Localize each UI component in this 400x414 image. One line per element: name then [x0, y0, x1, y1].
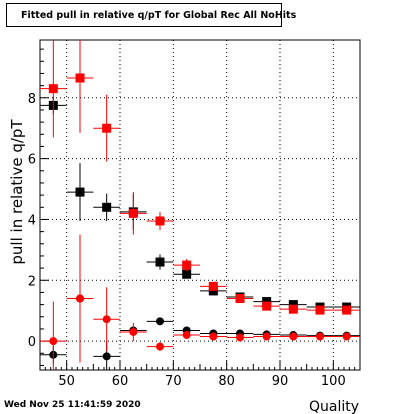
data-point-square [315, 305, 325, 315]
data-point-square [342, 305, 352, 315]
data-point-square [102, 123, 112, 133]
data-point-square [102, 202, 112, 212]
data-point-circle [342, 332, 351, 341]
data-point-square [75, 73, 85, 83]
x-tick-label: 70 [165, 374, 182, 389]
data-point-square [288, 300, 298, 310]
timestamp: Wed Nov 25 11:41:59 2020 [4, 400, 141, 410]
x-tick-label: 100 [321, 374, 346, 389]
data-point-circle [102, 352, 111, 361]
data-point-square [128, 208, 138, 218]
data-point-square [75, 187, 85, 197]
data-point-circle [102, 315, 111, 324]
data-point-square [155, 216, 165, 226]
data-layer [40, 40, 360, 370]
data-point-square [182, 269, 192, 279]
x-tick-label: 80 [218, 374, 235, 389]
data-point-circle [156, 317, 164, 326]
data-point-circle [156, 342, 164, 351]
y-tick-label: 2 [28, 274, 36, 289]
data-point-circle [236, 333, 244, 342]
y-tick-label: 8 [28, 92, 36, 107]
data-point-circle [182, 331, 191, 340]
data-point-circle [209, 332, 218, 341]
y-tick-label: 6 [28, 153, 36, 168]
data-point-circle [129, 327, 138, 336]
data-point-square [288, 304, 298, 314]
y-tick-label: 4 [28, 213, 36, 228]
data-point-square [262, 297, 272, 307]
data-point-circle [76, 294, 84, 303]
data-point-circle [262, 332, 271, 341]
data-point-square [48, 84, 58, 94]
data-point-square [262, 301, 272, 311]
axes: 50 60 70 80 90 100 0 2 4 6 8 [28, 48, 361, 389]
chart-title-text: Fitted pull in relative q/pT for Global … [21, 9, 297, 21]
data-point-circle [289, 332, 298, 341]
x-tick-label: 60 [112, 374, 129, 389]
y-tick-label: 0 [28, 335, 36, 350]
chart-title: Fitted pull in relative q/pT for Global … [6, 3, 296, 27]
plot-frame [39, 39, 361, 371]
x-tick-label: 50 [58, 374, 75, 389]
data-point-circle [316, 332, 324, 341]
x-tick-label: 90 [272, 374, 289, 389]
y-axis-label: pull in relative q/pT [8, 119, 26, 265]
x-axis-label: Quality [309, 399, 359, 414]
data-point-square [155, 257, 165, 267]
data-point-square [182, 260, 192, 270]
data-point-square [208, 286, 218, 296]
grid [40, 40, 360, 370]
data-point-square [235, 294, 245, 304]
data-point-square [208, 281, 218, 291]
data-point-circle [49, 337, 58, 346]
